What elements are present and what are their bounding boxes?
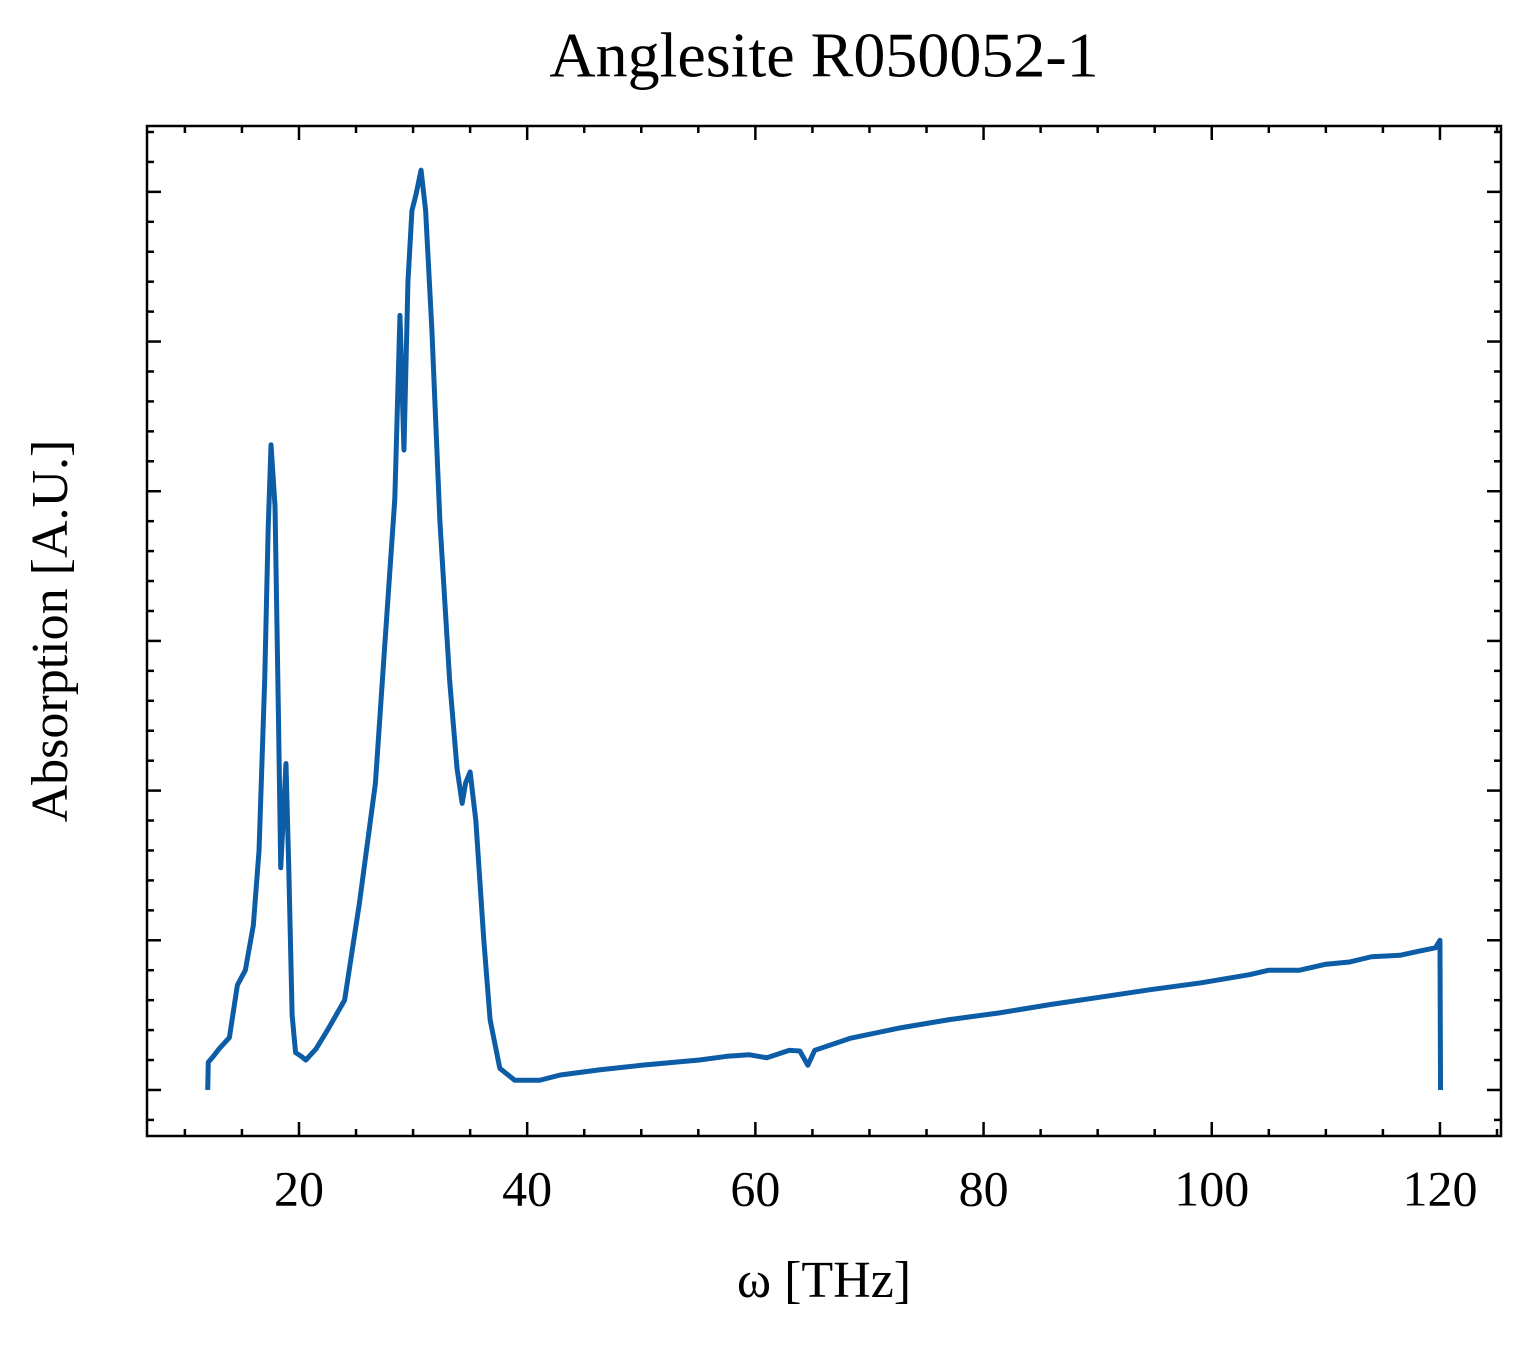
chart-title: Anglesite R050052-1: [549, 20, 1098, 91]
x-tick-label: 20: [274, 1160, 324, 1216]
x-axis-label: ω [THz]: [737, 1252, 911, 1309]
x-tick-label: 80: [959, 1160, 1009, 1216]
y-axis-label: Absorption [A.U.]: [22, 440, 79, 823]
data-line: [205, 167, 1444, 1091]
x-tick-label: 40: [502, 1160, 552, 1216]
x-tick-label: 100: [1174, 1160, 1249, 1216]
x-tick-label: 120: [1402, 1160, 1477, 1216]
x-tick-label: 60: [730, 1160, 780, 1216]
plot-frame: [145, 124, 1503, 1138]
